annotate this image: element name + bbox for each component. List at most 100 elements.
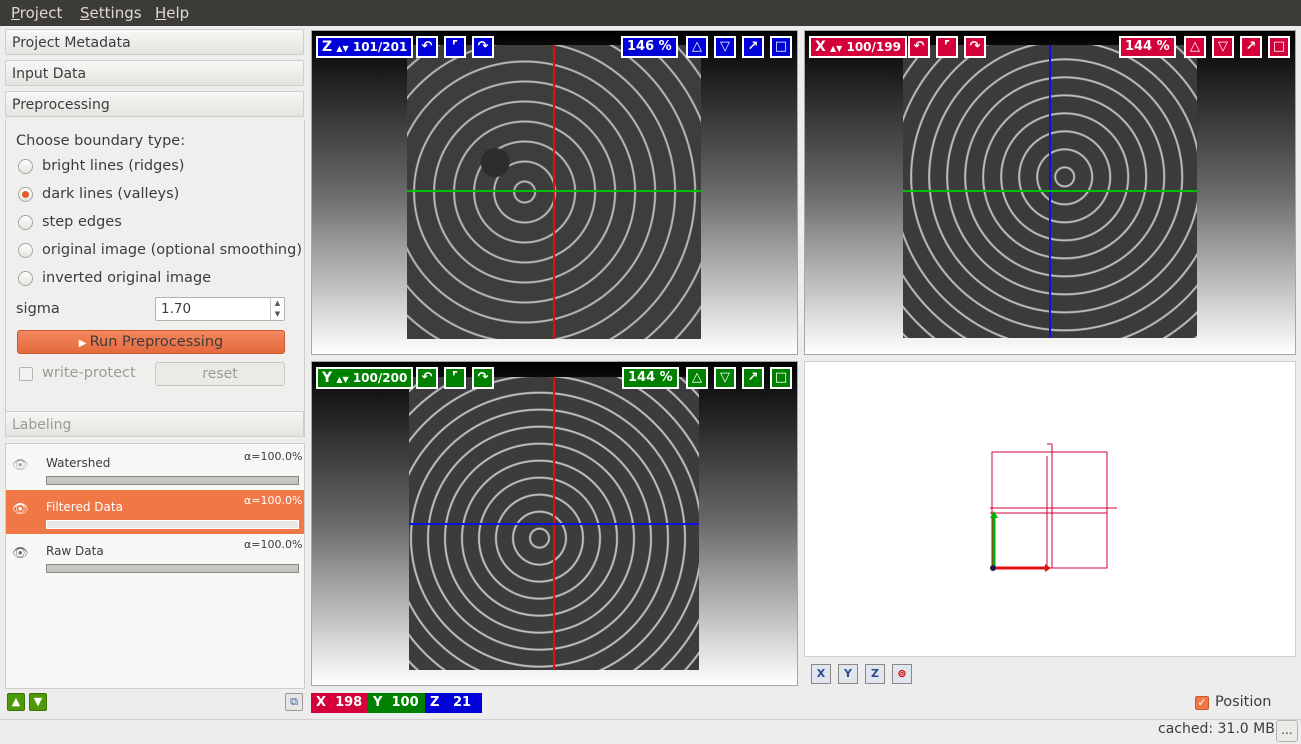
layer-name: Watershed [46,456,111,470]
zoom-level[interactable]: 144 % [1119,36,1176,58]
swap-axes-icon[interactable]: ⌜ [444,36,466,58]
layer-opacity-bar[interactable] [46,520,299,529]
radio-bright-lines-label: bright lines (ridges) [42,158,185,174]
position-checkbox[interactable]: ✓ [1195,696,1209,710]
z-axis-origin [990,565,996,571]
maximize-arrow-icon[interactable]: ↗ [742,367,764,389]
write-protect-label: write-protect [42,365,136,381]
view-3d-canvas[interactable] [805,362,1295,656]
fullscreen-icon[interactable]: □ [770,367,792,389]
swap-axes-icon[interactable]: ⌜ [444,367,466,389]
zoom-out-icon[interactable]: ▽ [714,367,736,389]
swap-axes-icon[interactable]: ⌜ [936,36,958,58]
section-preprocessing[interactable]: Preprocessing [5,91,304,117]
section-input-data[interactable]: Input Data [5,60,304,86]
layer-options-icon[interactable]: ⧉ [285,693,303,711]
slice-indicator[interactable]: Y ▲▼ 100/200 [316,367,414,389]
position-x-value: 198 [335,695,363,710]
y-axis-arrowhead [990,511,998,518]
run-preprocessing-button[interactable]: ▶ Run Preprocessing [17,330,285,354]
layer-row-watershed[interactable]: 👁 Watershed α=100.0% [6,446,304,490]
boundary-type-label: Choose boundary type: [16,133,186,149]
position-y: Y 100 [368,693,425,713]
eye-icon[interactable]: 👁 [12,502,29,517]
checkmark-icon: ✓ [1197,696,1207,709]
rotate-left-icon[interactable]: ↶ [416,367,438,389]
layer-alpha: α=100.0% [244,538,303,551]
position-y-value: 100 [391,695,419,710]
layer-opacity-bar[interactable] [46,564,299,573]
move-layer-down-icon[interactable]: ▼ [29,693,47,711]
eye-icon[interactable]: 👁 [12,458,29,473]
menu-settings[interactable]: Settings [80,4,142,22]
fullscreen-icon[interactable]: □ [1268,36,1290,58]
position-x-label: X [316,695,327,710]
slice-spin-icon[interactable]: ▲▼ [336,44,349,53]
menu-settings-accel: S [80,4,90,22]
zoom-out-icon[interactable]: ▽ [1212,36,1234,58]
viewer-x[interactable]: X ▲▼ 100/199 ↶ ⌜ ↷ 144 % △ ▽ ↗ □ [804,30,1296,355]
zoom-level[interactable]: 146 % [621,36,678,58]
zoom-in-icon[interactable]: △ [686,367,708,389]
radio-inverted-image-label: inverted original image [42,270,212,286]
move-layer-up-icon[interactable]: ▲ [7,693,25,711]
section-labeling[interactable]: Labeling [5,411,304,437]
slice-indicator[interactable]: Z ▲▼ 101/201 [316,36,414,58]
anaglyph-glasses-icon[interactable]: ⊚ [892,664,912,684]
fullscreen-icon[interactable]: □ [770,36,792,58]
write-protect-checkbox[interactable] [19,367,33,381]
rotate-left-icon[interactable]: ↶ [416,36,438,58]
layer-name: Filtered Data [46,500,123,514]
status-more-button[interactable]: ... [1276,720,1298,742]
section-project-metadata[interactable]: Project Metadata [5,29,304,55]
view-y-button[interactable]: Y [838,664,858,684]
position-y-label: Y [373,695,383,710]
spin-arrows-icon[interactable]: ▲ ▼ [270,298,284,320]
viewer-z[interactable]: Z ▲▼ 101/201 ↶ ⌜ ↷ 146 % △ ▽ ↗ □ [311,30,798,355]
slice-indicator[interactable]: X ▲▼ 100/199 [809,36,907,58]
position-z: Z 21 [425,693,482,713]
menu-project-label: roject [19,4,63,22]
layer-name: Raw Data [46,544,104,558]
slice-spin-icon[interactable]: ▲▼ [829,44,843,53]
menu-project[interactable]: Project [11,4,62,22]
menu-settings-label: ettings [89,4,142,22]
slice-spin-icon[interactable]: ▲▼ [336,375,349,384]
maximize-arrow-icon[interactable]: ↗ [1240,36,1262,58]
view-z-button[interactable]: Z [865,664,885,684]
zoom-out-icon[interactable]: ▽ [714,36,736,58]
radio-inverted-image[interactable] [18,271,33,286]
layer-row-raw-data[interactable]: 👁 Raw Data α=100.0% [6,534,304,578]
view-3d[interactable] [804,361,1296,657]
run-preprocessing-label: Run Preprocessing [89,334,224,350]
cache-status: cached: 31.0 MB [1158,721,1275,737]
zoom-in-icon[interactable]: △ [686,36,708,58]
eye-icon[interactable]: 👁 [12,546,29,561]
menu-help[interactable]: Help [155,4,189,22]
slice-plane-outline [991,451,1108,569]
menu-project-accel: P [11,4,20,22]
viewer-y[interactable]: Y ▲▼ 100/200 ↶ ⌜ ↷ 144 % △ ▽ ↗ □ [311,361,798,686]
rotate-left-icon[interactable]: ↶ [908,36,930,58]
rotate-right-icon[interactable]: ↷ [964,36,986,58]
layer-row-filtered-data[interactable]: 👁 Filtered Data α=100.0% [6,490,304,534]
rotate-right-icon[interactable]: ↷ [472,367,494,389]
radio-original-image[interactable] [18,243,33,258]
radio-bright-lines[interactable] [18,159,33,174]
zoom-in-icon[interactable]: △ [1184,36,1206,58]
sigma-label: sigma [16,301,60,317]
crosshair-y-line [903,190,1197,192]
layer-opacity-bar[interactable] [46,476,299,485]
crosshair-z-line [409,523,699,525]
sigma-spinbox[interactable]: 1.70 ▲ ▼ [155,297,285,321]
rotate-right-icon[interactable]: ↷ [472,36,494,58]
zoom-level[interactable]: 144 % [622,367,679,389]
radio-step-edges[interactable] [18,215,33,230]
view-x-button[interactable]: X [811,664,831,684]
slice-number: 101/201 [352,40,408,54]
reset-button[interactable]: reset [155,362,285,386]
maximize-arrow-icon[interactable]: ↗ [742,36,764,58]
radio-dark-lines[interactable] [18,187,33,202]
menu-help-accel: H [155,4,167,22]
statusbar-divider [0,719,1301,720]
